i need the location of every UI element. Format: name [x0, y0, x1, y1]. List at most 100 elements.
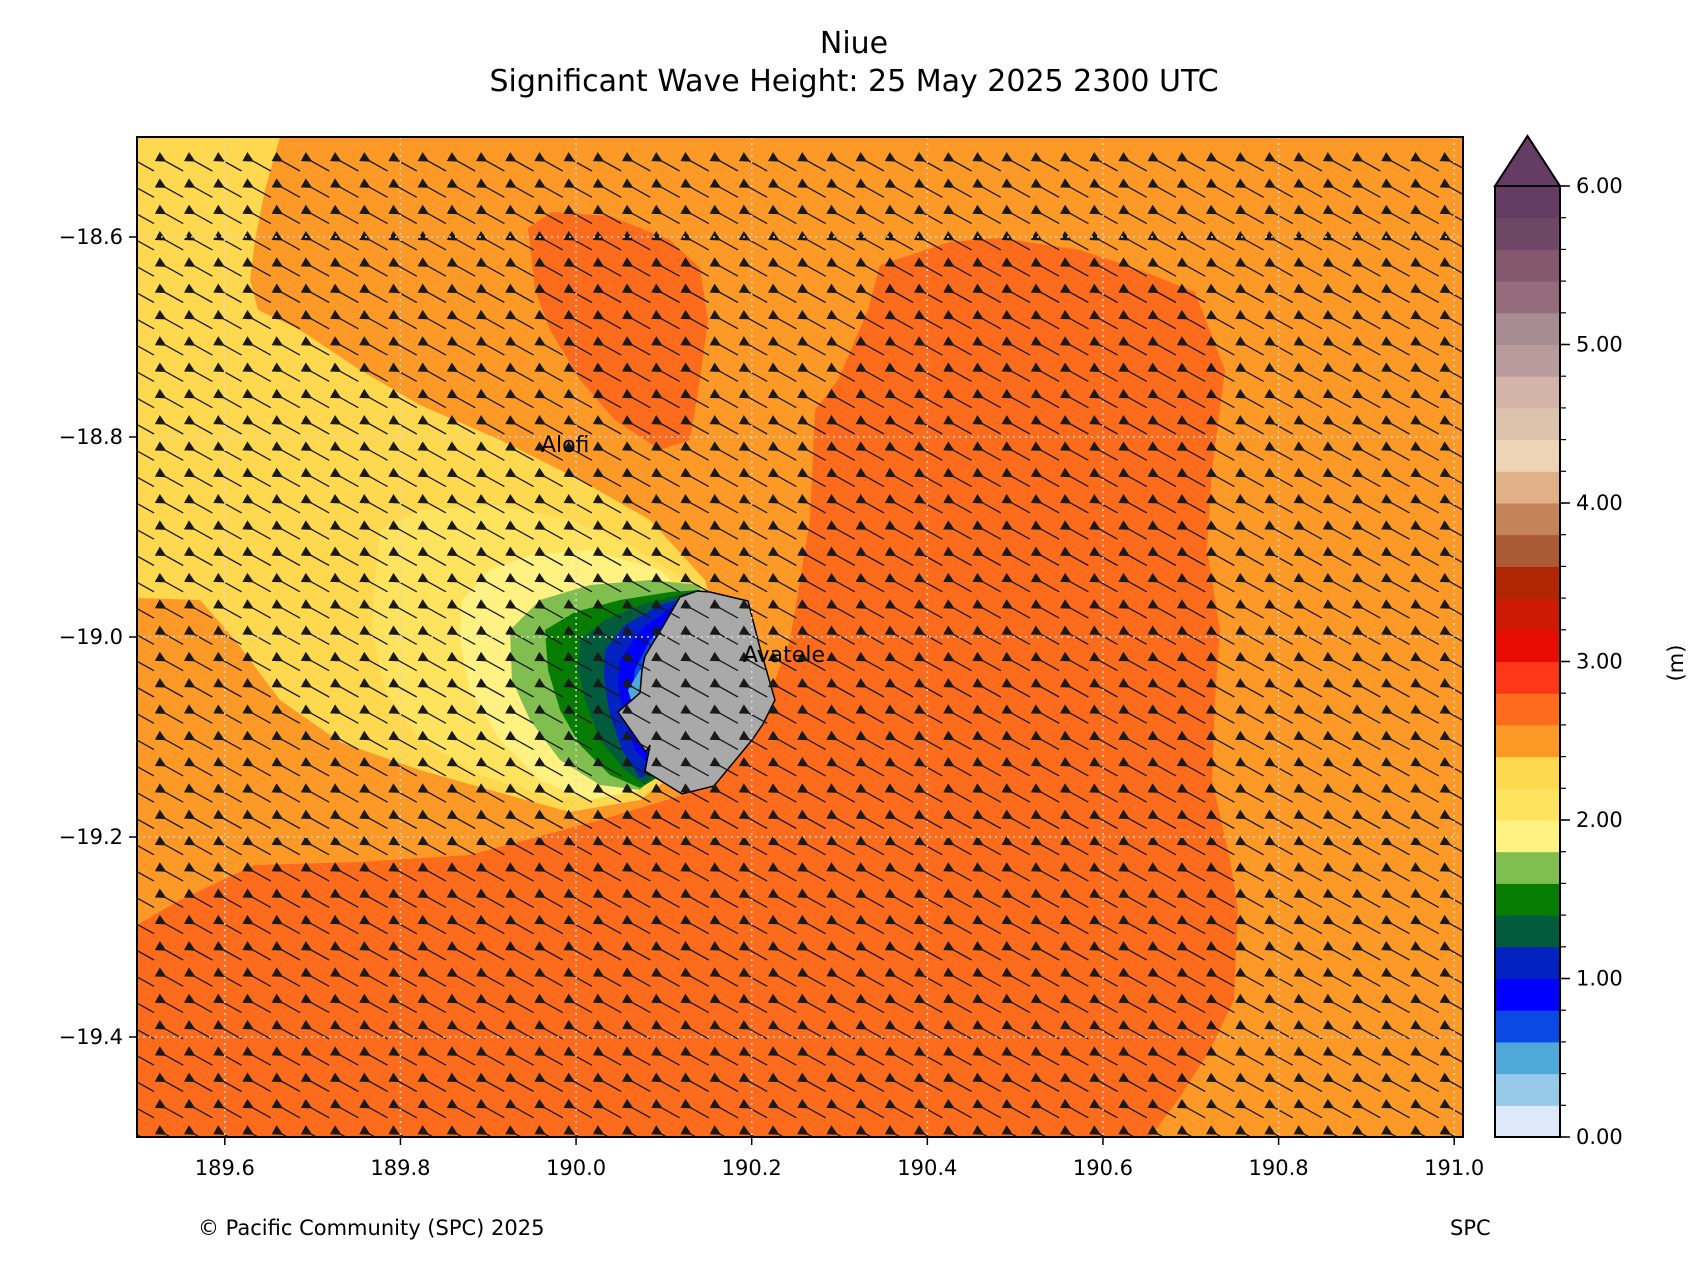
wave-arrow: [1293, 520, 1323, 540]
wave-arrow: [1030, 441, 1060, 461]
wave-arrow: [621, 204, 651, 225]
wave-arrow: [592, 336, 622, 356]
wave-arrow: [475, 152, 505, 172]
wave-arrow: [137, 441, 155, 461]
wave-arrow: [1030, 336, 1060, 356]
wave-arrow: [1322, 415, 1352, 435]
wave-arrow: [651, 257, 680, 277]
wave-arrow: [505, 257, 534, 277]
wave-arrow: [1176, 336, 1206, 356]
wave-arrow: [505, 362, 534, 382]
colorbar-swatch: [1495, 820, 1560, 853]
wave-arrow: [621, 257, 651, 277]
wave-arrow: [1322, 388, 1352, 409]
wave-arrow: [826, 467, 856, 488]
wave-arrow: [738, 362, 768, 382]
wave-arrow: [621, 467, 651, 488]
wave-arrow: [242, 309, 272, 330]
wave-arrow: [505, 178, 534, 198]
wave-arrow: [213, 520, 242, 540]
wave-arrow: [1410, 283, 1440, 304]
wave-arrow: [855, 415, 885, 435]
wave-arrow: [534, 283, 564, 304]
wave-arrow: [1439, 493, 1463, 511]
wave-arrow: [621, 520, 651, 540]
wave-arrow: [1118, 152, 1148, 172]
wave-arrow: [359, 178, 388, 198]
wave-arrow: [943, 415, 972, 435]
wave-arrow: [884, 152, 914, 172]
wave-arrow: [709, 467, 739, 488]
wave-arrow: [1235, 415, 1264, 435]
wave-arrow: [1118, 415, 1148, 435]
wave-arrow: [855, 178, 885, 198]
wave-arrow: [1235, 336, 1264, 356]
wave-arrow: [1001, 230, 1031, 251]
wave-arrow: [359, 388, 388, 409]
wave-arrow: [1381, 152, 1410, 172]
wave-arrow: [1351, 415, 1381, 435]
wave-arrow: [1293, 309, 1323, 330]
wave-arrow: [1059, 309, 1089, 330]
wave-arrow: [709, 336, 739, 356]
wave-arrow: [300, 388, 330, 409]
wave-arrow: [1118, 204, 1148, 225]
colorbar-swatch: [1495, 1010, 1560, 1043]
wave-arrow: [709, 204, 739, 225]
wave-arrow: [563, 230, 593, 251]
wave-arrow: [1176, 441, 1206, 461]
wave-arrow: [1030, 520, 1060, 540]
wave-arrow: [1205, 204, 1235, 225]
colorbar: 6.00 5.00 4.00 3.00 2.00 1.00 0.00: [1493, 134, 1623, 1149]
wave-arrow: [1439, 230, 1463, 248]
place-label: Avatele: [743, 643, 825, 668]
wave-arrow: [1176, 493, 1206, 514]
chart-subtitle: Significant Wave Height: 25 May 2025 230…: [489, 64, 1219, 99]
wave-arrow: [300, 441, 330, 461]
wave-arrow: [1059, 204, 1089, 225]
wave-arrow: [943, 467, 972, 488]
wave-arrow: [183, 230, 213, 251]
wave-arrow: [446, 178, 476, 198]
wave-arrow: [1293, 467, 1323, 488]
wave-direction-arrows: [137, 152, 1463, 1137]
wave-arrow: [242, 230, 272, 251]
wave-arrow: [242, 152, 272, 172]
wave-arrow: [1410, 520, 1440, 540]
wave-arrow: [1235, 283, 1264, 304]
colorbar-swatch: [1495, 407, 1560, 441]
wave-arrow: [446, 441, 476, 461]
wave-arrow: [651, 441, 680, 461]
y-axis: −18.6 −18.8 −19.0 −19.2 −19.4: [59, 225, 137, 1049]
wave-arrow: [534, 388, 564, 409]
wave-arrow: [767, 415, 797, 435]
wave-arrow: [1322, 467, 1352, 488]
wave-arrow: [137, 178, 155, 198]
wave-arrow: [1410, 388, 1440, 409]
wave-arrow: [329, 415, 359, 435]
wave-arrow: [767, 493, 797, 514]
wave-arrow: [1001, 257, 1031, 277]
wave-arrow: [1410, 336, 1440, 356]
wave-arrow: [417, 572, 447, 593]
colorbar-swatch: [1495, 598, 1560, 631]
wave-arrow: [826, 204, 856, 225]
wave-arrow: [271, 546, 301, 567]
wave-arrow: [1293, 388, 1323, 409]
wave-arrow: [1351, 336, 1381, 356]
wave-arrow: [1235, 441, 1264, 461]
wave-arrow: [855, 257, 885, 277]
wave-arrow: [1147, 520, 1177, 540]
wave-arrow: [1439, 467, 1463, 485]
wave-arrow: [137, 204, 155, 225]
wave-arrow: [137, 230, 155, 251]
wave-arrow: [1264, 204, 1294, 225]
wave-arrow: [475, 546, 505, 567]
wave-arrow: [1176, 546, 1206, 567]
wave-arrow: [388, 362, 418, 382]
wave-arrow: [213, 152, 242, 172]
wave-arrow: [213, 257, 242, 277]
wave-arrow: [1118, 230, 1148, 251]
wave-arrow: [1001, 388, 1031, 409]
wave-arrow: [1176, 309, 1206, 330]
